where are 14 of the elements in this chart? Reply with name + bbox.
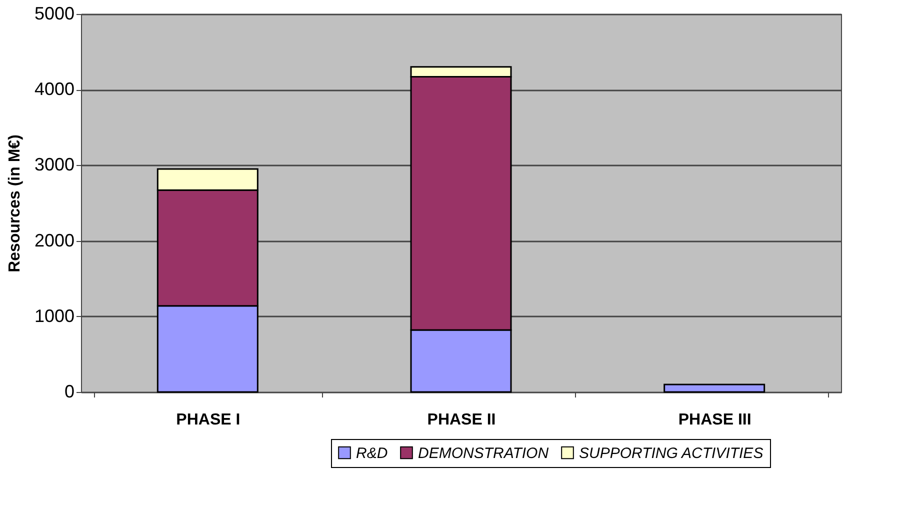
y-tick-label: 1000 bbox=[34, 306, 74, 326]
x-tick-label: PHASE II bbox=[427, 412, 496, 428]
y-tick-label: 3000 bbox=[34, 154, 74, 175]
y-axis-title: Resources (in M€) bbox=[6, 134, 24, 272]
x-tick-label: PHASE I bbox=[176, 412, 240, 428]
y-tick-label: 0 bbox=[64, 382, 74, 402]
legend-label: DEMONSTRATION bbox=[418, 444, 549, 462]
y-tick-label: 4000 bbox=[34, 79, 74, 100]
legend-label: R&D bbox=[356, 444, 388, 462]
legend-label: SUPPORTING ACTIVITIES bbox=[579, 444, 764, 462]
y-tick-label: 2000 bbox=[34, 230, 74, 250]
y-tick-label: 5000 bbox=[34, 4, 74, 24]
x-tick-label: PHASE III bbox=[678, 412, 752, 428]
bar bbox=[664, 384, 766, 393]
